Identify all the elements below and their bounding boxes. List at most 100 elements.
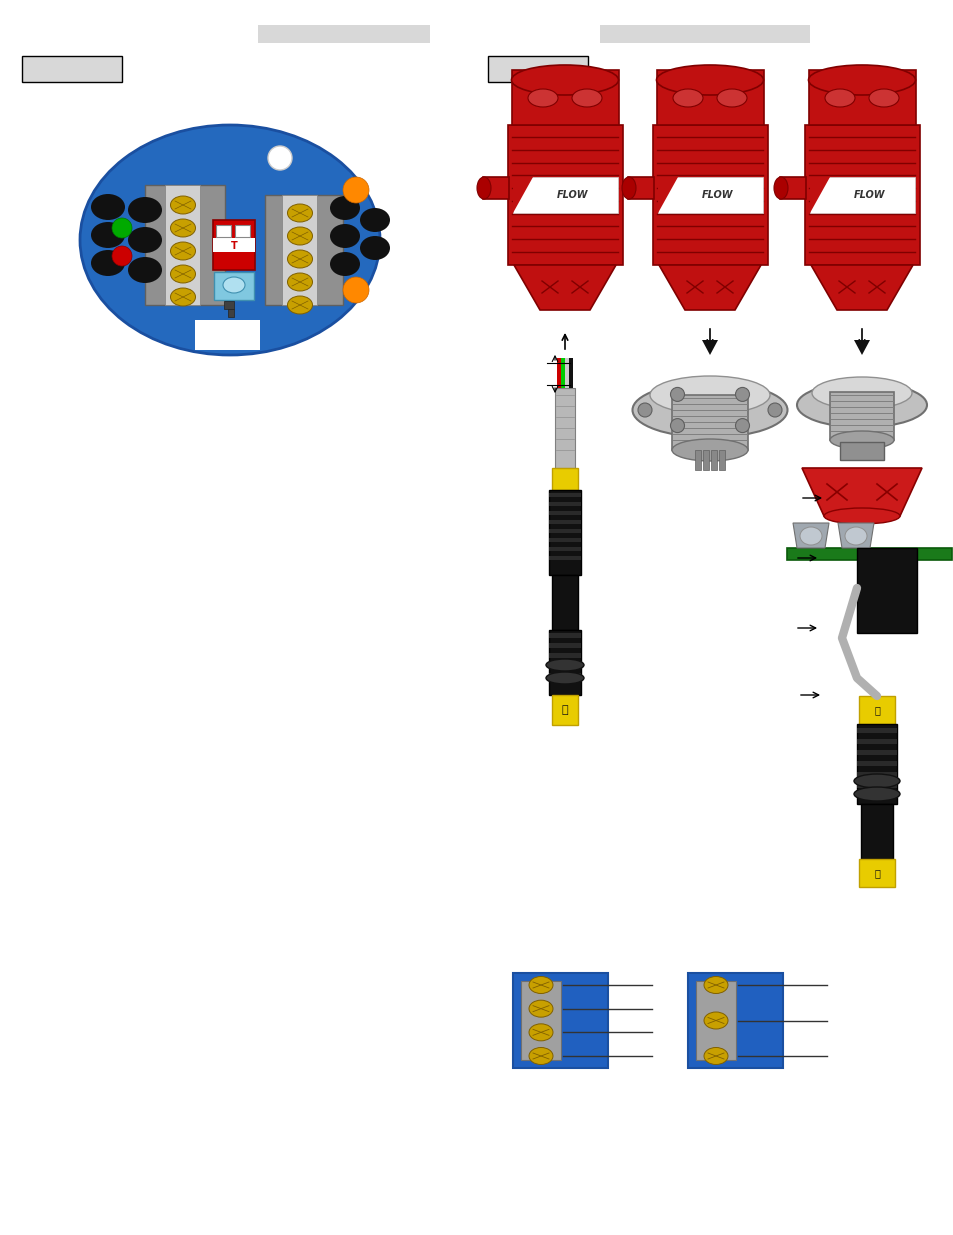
Bar [627,177,654,199]
Bar [856,724,896,804]
Bar [513,973,607,1068]
Ellipse shape [223,277,245,293]
Circle shape [735,388,749,401]
Polygon shape [658,177,678,212]
Bar [856,783,896,788]
Bar [213,220,254,270]
Polygon shape [853,340,869,354]
Ellipse shape [703,1047,727,1065]
Bar [213,272,253,300]
Bar [213,238,254,252]
Bar [165,185,200,305]
Circle shape [112,219,132,238]
Bar [786,548,951,559]
Bar [809,177,914,212]
Bar [548,538,580,542]
Circle shape [638,403,651,417]
Ellipse shape [80,125,379,354]
Bar [228,309,233,317]
Ellipse shape [844,527,866,545]
Ellipse shape [171,196,195,214]
Bar [564,358,568,388]
Bar [719,450,724,471]
Ellipse shape [800,527,821,545]
Ellipse shape [811,377,911,409]
Circle shape [268,146,292,170]
Bar [702,450,708,471]
Bar [234,225,250,237]
Bar [657,70,763,125]
Bar [482,177,509,199]
Ellipse shape [824,89,854,107]
Polygon shape [837,522,873,548]
Ellipse shape [671,438,747,461]
Bar [552,695,578,725]
Text: FLOW: FLOW [701,190,733,200]
Bar [548,493,580,496]
Bar [18,56,453,1220]
Bar [808,70,915,125]
Bar [560,358,564,388]
Bar [555,388,575,468]
Bar [548,490,580,576]
Bar [488,56,587,82]
Circle shape [343,277,369,303]
Circle shape [670,388,684,401]
Ellipse shape [287,296,313,314]
Ellipse shape [287,204,313,222]
Circle shape [735,419,749,432]
Bar [710,450,717,471]
Polygon shape [659,266,760,310]
Circle shape [112,246,132,266]
Text: ⏚: ⏚ [873,705,879,715]
Ellipse shape [868,89,898,107]
Bar [548,547,580,551]
Ellipse shape [545,672,583,684]
Ellipse shape [128,198,162,224]
Ellipse shape [91,194,125,220]
Text: FLOW: FLOW [853,190,884,200]
Bar [557,358,560,388]
Circle shape [343,177,369,203]
Bar [512,70,618,125]
Bar [552,468,578,490]
Bar [861,804,892,860]
Bar [652,125,767,266]
Bar [856,750,896,755]
Polygon shape [801,468,921,516]
Bar [507,125,622,266]
Bar [265,195,343,305]
Ellipse shape [529,977,553,993]
Bar [548,520,580,524]
Bar [695,450,700,471]
Ellipse shape [476,177,491,199]
Ellipse shape [572,89,601,107]
Bar [856,548,916,634]
Text: T: T [231,241,237,251]
Bar [548,556,580,559]
Bar [671,395,747,450]
Text: ⏚: ⏚ [561,705,568,715]
Bar [780,177,805,199]
Ellipse shape [621,177,636,199]
Ellipse shape [91,222,125,248]
Ellipse shape [853,787,899,802]
Bar [194,310,260,345]
Ellipse shape [511,65,618,95]
Bar [548,630,580,695]
Ellipse shape [171,266,195,283]
Circle shape [165,287,181,303]
Ellipse shape [545,659,583,671]
Bar [282,195,316,305]
Circle shape [767,403,781,417]
Text: FLOW: FLOW [557,190,588,200]
Bar [840,442,883,459]
Ellipse shape [529,1047,553,1065]
Bar [568,358,573,388]
Ellipse shape [330,196,359,220]
Bar [696,981,735,1060]
Bar [829,391,893,440]
Bar [858,697,894,724]
Bar [856,727,896,734]
Ellipse shape [330,224,359,248]
